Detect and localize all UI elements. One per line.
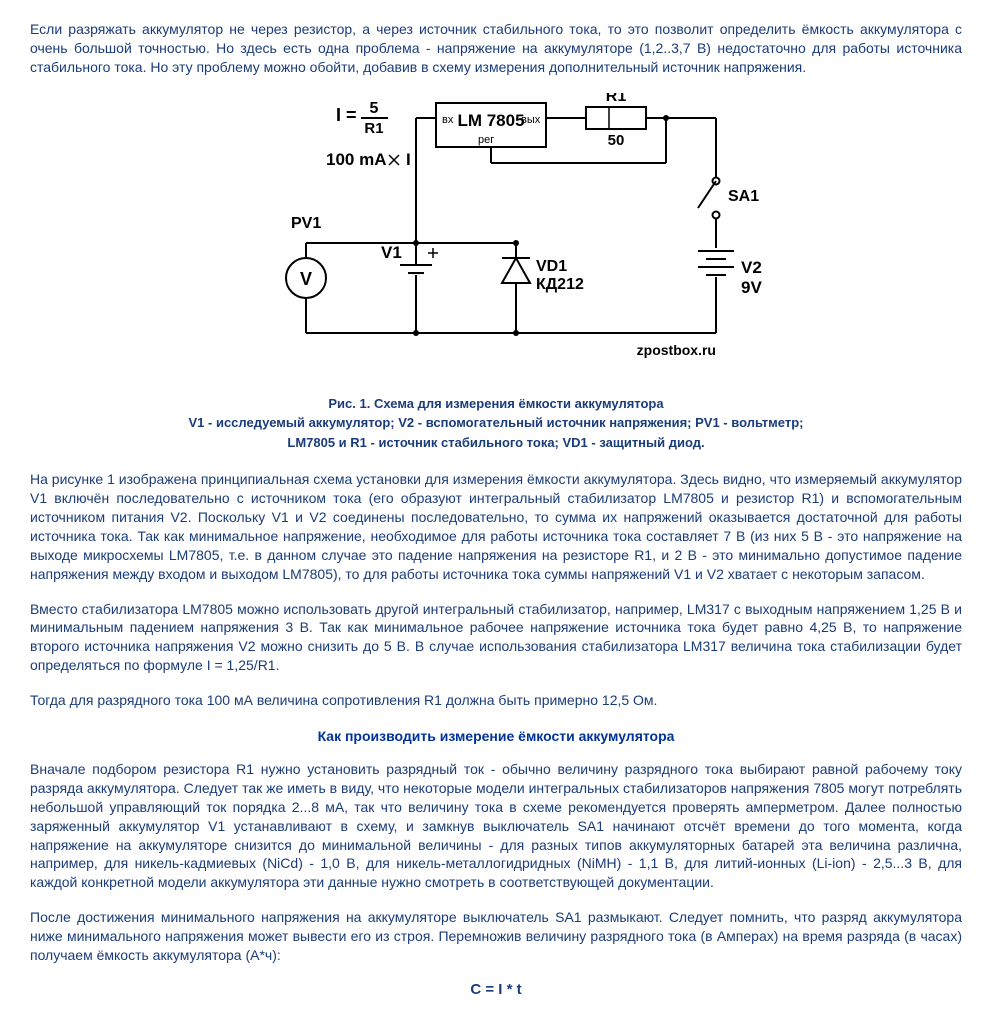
r1-label: R1: [606, 93, 627, 105]
caption-line3: LM7805 и R1 - источник стабильного тока;…: [287, 435, 704, 450]
caption-line2: V1 - исследуемый аккумулятор; V2 - вспом…: [189, 415, 804, 430]
paragraph-6: После достижения минимального напряжения…: [30, 908, 962, 965]
ic-reg: рег: [478, 134, 494, 146]
v1-label: V1: [381, 243, 402, 262]
ic-in: вх: [442, 114, 454, 126]
ic-label: LM 7805: [457, 111, 524, 130]
formula-i: I =: [336, 105, 357, 125]
v2-label: V2: [741, 258, 762, 277]
vd1-part: КД212: [536, 276, 584, 293]
figure-caption: Рис. 1. Схема для измерения ёмкости акку…: [30, 394, 962, 453]
schematic-figure: I = 5 R1 100 mA I LM 7805 вх вых рег R1 …: [30, 93, 962, 386]
pv1-label: PV1: [291, 215, 321, 232]
r1-value: 50: [608, 132, 625, 149]
paragraph-2: На рисунке 1 изображена принципиальная с…: [30, 470, 962, 583]
section-title: Как производить измерение ёмкости аккуму…: [30, 728, 962, 744]
sa1-label: SA1: [728, 188, 759, 205]
circuit-svg: I = 5 R1 100 mA I LM 7805 вх вых рег R1 …: [216, 93, 776, 383]
paragraph-5: Вначале подбором резистора R1 нужно уста…: [30, 760, 962, 892]
ic-out: вых: [521, 114, 541, 126]
formula-capacity: C = I * t: [30, 981, 962, 998]
current-i: I: [406, 150, 411, 169]
site-credit: zpostbox.ru: [637, 342, 716, 358]
v2-value: 9V: [741, 278, 762, 297]
formula-top: 5: [370, 100, 379, 117]
paragraph-4: Тогда для разрядного тока 100 мА величин…: [30, 691, 962, 710]
paragraph-3: Вместо стабилизатора LM7805 можно исполь…: [30, 600, 962, 676]
current-100ma: 100 mA: [326, 150, 386, 169]
vd1-label: VD1: [536, 258, 567, 275]
voltmeter-letter: V: [300, 269, 312, 289]
caption-line1: Рис. 1. Схема для измерения ёмкости акку…: [328, 396, 663, 411]
paragraph-intro: Если разряжать аккумулятор не через рези…: [30, 20, 962, 77]
formula-bot: R1: [364, 120, 383, 137]
